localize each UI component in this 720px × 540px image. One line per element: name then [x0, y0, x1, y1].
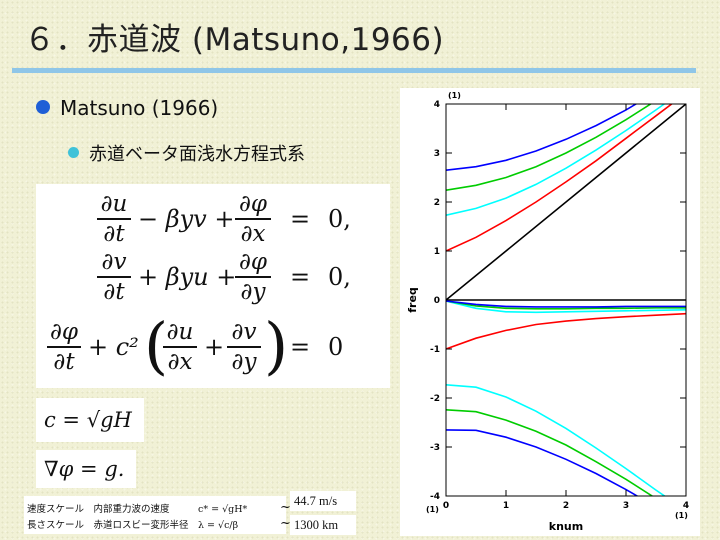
gradient-definition: ∇φ = g. [36, 450, 136, 488]
dispersion-chart: 0 1 2 3 4 -4 -3 -2 -1 0 1 2 3 4 freq knum (1) (1) (1) [406, 91, 689, 533]
numerator: ∂v [101, 249, 127, 275]
corner-label: (1) [675, 511, 688, 520]
velocity-scale-row: 速度スケール 内部重力波の速度 c* = √gH* [27, 504, 248, 515]
numerator: ∂φ [50, 319, 78, 345]
numerator: ∂v [231, 319, 257, 345]
equation-continuity: ∂φ ∂t + c² ( ∂u ∂x + ∂v ∂y ) = 0 [36, 309, 390, 382]
corner-label: (1) [426, 505, 439, 514]
scale-table: 速度スケール 内部重力波の速度 c* = √gH* 長さスケール 赤道ロスビー変… [24, 496, 286, 534]
y-tick-label: -4 [430, 492, 440, 502]
fraction: ∂φ ∂y [234, 248, 272, 306]
y-tick-label: -3 [430, 443, 440, 453]
numerator: ∂φ [239, 191, 267, 217]
dispersion-plot: 0 1 2 3 4 -4 -3 -2 -1 0 1 2 3 4 freq knum (1) (1) (1) [400, 88, 700, 536]
bullet-level1-text: Matsuno (1966) [60, 96, 219, 120]
series-line-11 [446, 409, 654, 496]
equals-sign: = [290, 205, 311, 233]
series-line-2 [446, 104, 673, 252]
term: − βyv + [138, 205, 235, 233]
y-axis-label: freq [406, 287, 419, 313]
title-rule [12, 68, 696, 73]
fraction: ∂φ ∂t [46, 318, 82, 376]
denominator: ∂t [103, 278, 125, 305]
x-tick-label: 3 [623, 501, 629, 511]
x-tick-label: 0 [443, 501, 449, 511]
x-tick-label: 4 [683, 501, 689, 511]
denominator: ∂x [167, 348, 193, 375]
sub-bullet-dot-icon [68, 147, 79, 158]
series-line-4 [446, 104, 653, 191]
numerator: ∂φ [239, 249, 267, 275]
length-scale-row: 長さスケール 赤道ロスビー変形半径 λ = √c/β [27, 520, 239, 531]
series-line-7 [446, 300, 686, 314]
x-axis-label: knum [549, 520, 583, 533]
numerator: ∂u [100, 191, 128, 217]
y-tick-label: 4 [434, 100, 440, 110]
approx-tilde: ~ [280, 516, 291, 531]
left-paren: ( [144, 309, 169, 382]
y-tick-label: 0 [434, 296, 440, 306]
series-line-6 [446, 312, 686, 350]
slide-title: ６．赤道波 (Matsuno,1966) [24, 22, 445, 58]
x-tick-label: 2 [563, 501, 569, 511]
denominator: ∂t [53, 348, 75, 375]
y-tick-label: 1 [434, 247, 440, 257]
fraction: ∂v ∂t [96, 248, 132, 306]
series-line-9 [446, 300, 686, 308]
denominator: ∂t [103, 220, 125, 247]
length-value: 1300 km [290, 515, 356, 535]
velocity-value: 44.7 m/s [290, 491, 356, 511]
bullet-level2-text: 赤道ベータ面浅水方程式系 [89, 144, 305, 165]
wave-speed-definition: c = √gH [36, 398, 144, 442]
numerator: ∂u [166, 319, 194, 345]
rhs: 0, [328, 263, 351, 291]
series-line-10 [446, 384, 667, 496]
fraction: ∂v ∂y [226, 318, 262, 376]
y-tick-label: 3 [434, 149, 440, 159]
equation-u-momentum: ∂u ∂t − βyv + ∂φ ∂x = 0, [36, 188, 390, 248]
term: + c² [88, 333, 139, 361]
bullet-level2: 赤道ベータ面浅水方程式系 [68, 140, 305, 166]
y-tick-label: -1 [430, 345, 440, 355]
series-line-0 [446, 104, 686, 301]
y-tick-label: -2 [430, 394, 440, 404]
rhs: 0, [328, 205, 351, 233]
term: + βyu + [138, 263, 237, 291]
equals-sign: = [290, 333, 311, 361]
corner-label: (1) [448, 91, 461, 100]
bullet-level1: Matsuno (1966) [36, 96, 218, 120]
rhs: 0 [328, 333, 344, 361]
series-line-3 [446, 104, 666, 216]
y-tick-label: 2 [434, 198, 440, 208]
x-tick-label: 1 [503, 501, 509, 511]
equation-v-momentum: ∂v ∂t + βyu + ∂φ ∂y = 0, [36, 248, 390, 308]
denominator: ∂y [240, 278, 266, 305]
series-line-8 [446, 300, 686, 310]
gradient-formula: ∇φ = g. [44, 457, 125, 481]
denominator: ∂x [240, 220, 266, 247]
equation-block: ∂u ∂t − βyv + ∂φ ∂x = 0, ∂v ∂t + βyu + ∂φ ∂y… [36, 184, 390, 388]
equals-sign: = [290, 263, 311, 291]
series-line-12 [446, 429, 639, 496]
plus-sign: + [204, 333, 225, 361]
right-paren: ) [264, 309, 289, 382]
bullet-dot-icon [36, 100, 50, 114]
denominator: ∂y [231, 348, 257, 375]
fraction: ∂u ∂t [96, 190, 132, 248]
fraction: ∂u ∂x [162, 318, 198, 376]
approx-tilde: ~ [280, 500, 291, 515]
wave-speed-formula: c = √gH [44, 408, 132, 432]
series-line-5 [446, 104, 638, 171]
fraction: ∂φ ∂x [234, 190, 272, 248]
